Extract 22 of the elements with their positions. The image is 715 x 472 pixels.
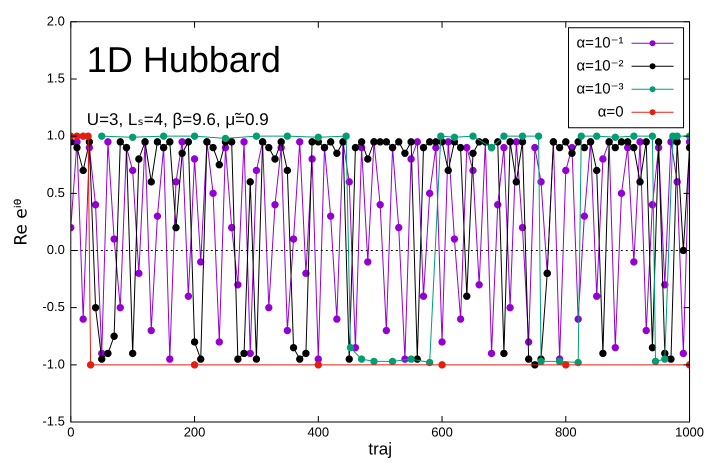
y-tick-label: -1.0	[42, 356, 65, 372]
y-tick-label: -1.5	[42, 414, 65, 429]
x-axis-title: traj	[368, 439, 392, 458]
legend-label: α=10⁻²	[576, 57, 624, 74]
y-tick-label: 1.0	[46, 128, 65, 143]
y-tick-label: 2.0	[46, 13, 65, 28]
x-tick-label: 200	[184, 424, 206, 440]
y-tick-label: 0.0	[46, 242, 65, 258]
y-axis-title: Re eⁱᶿ	[12, 198, 32, 246]
text: 1D Hubbard	[86, 38, 281, 80]
text: U=3, Lₛ=4, β=9.6, μ̃=0.9	[86, 110, 269, 129]
x-tick-label: 800	[554, 424, 577, 440]
legend-label: α=10⁻³	[576, 80, 624, 98]
x-tick-label: 400	[307, 424, 330, 440]
legend-label: α=0	[598, 103, 624, 120]
x-tick-label: 1000	[675, 424, 704, 440]
x-tick-label: 600	[431, 424, 453, 440]
y-tick-label: 1.5	[46, 70, 65, 86]
legend-label: α=10⁻¹	[576, 34, 624, 52]
y-tick-label: 0.5	[46, 184, 65, 200]
x-tick-label: 0	[67, 424, 74, 440]
y-tick-label: -0.5	[42, 299, 65, 314]
